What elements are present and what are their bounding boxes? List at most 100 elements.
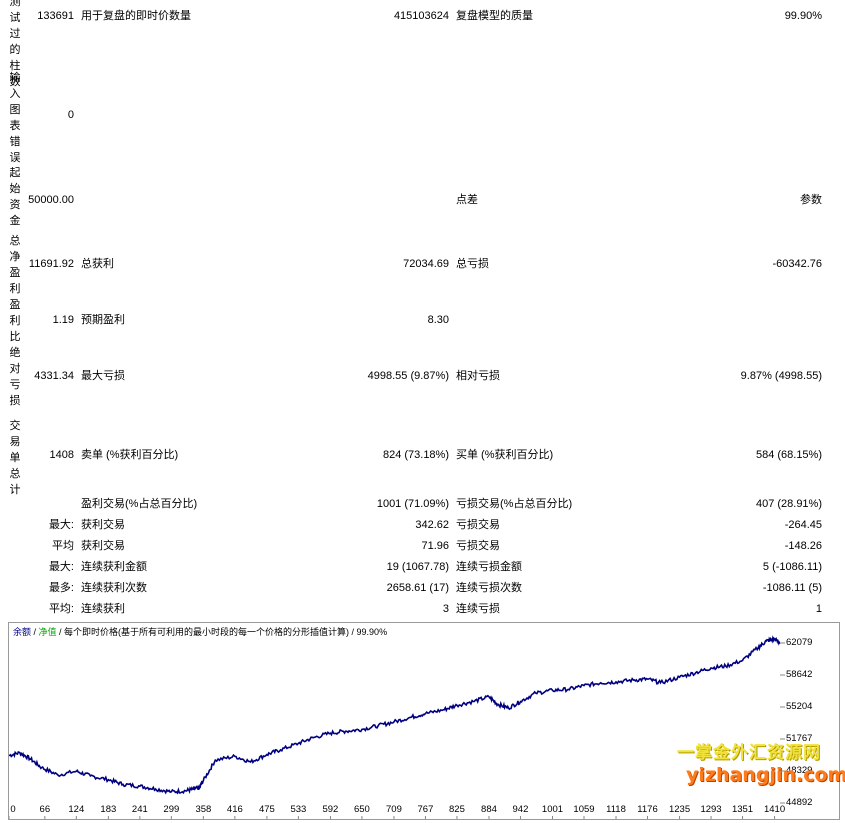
x-tick-label: 767 xyxy=(417,804,434,815)
side-label-total-net-profit: 总净盈利 xyxy=(9,235,21,295)
max-drawdown-label: 最大亏损 xyxy=(81,370,125,382)
largest-profit-trade-value: 342.62 xyxy=(415,519,449,531)
legend-equity: 净值 xyxy=(38,627,57,637)
x-tick-label: 1176 xyxy=(637,804,658,815)
average-consecutive-losses-label: 连续亏损 xyxy=(456,603,500,615)
average-consecutive-prefix: 平均: xyxy=(48,603,74,615)
x-tick-label: 1001 xyxy=(541,804,564,815)
side-label-initial-deposit: 起始资金 xyxy=(9,167,21,227)
max-drawdown-value: 4998.55 (9.87%) xyxy=(367,370,449,382)
maximum-prefix: 最大: xyxy=(48,561,74,573)
x-tick-label: 650 xyxy=(353,804,370,815)
maximal-consecutive-loss-label: 连续亏损次数 xyxy=(456,582,522,594)
profit-trades-value: 1001 (71.09%) xyxy=(376,498,449,510)
legend-description: / 每个即时价格(基于所有可利用的最小时段的每一个价格的分形插值计算) / 99… xyxy=(56,627,388,637)
x-tick-label: 1410 xyxy=(763,804,786,815)
profit-trades-label: 盈利交易(%占总百分比) xyxy=(81,498,198,510)
average-profit-trade-label: 获利交易 xyxy=(81,540,125,552)
largest-profit-trade-label: 获利交易 xyxy=(81,519,125,531)
watermark-site-url: yizhangjin.com xyxy=(686,764,845,786)
max-consecutive-wins-value: 19 (1067.78) xyxy=(386,561,449,573)
x-tick-label: 66 xyxy=(39,804,51,815)
short-positions-value: 824 (73.18%) xyxy=(382,449,449,461)
x-tick-label: 475 xyxy=(258,804,275,815)
y-tick-label: 44892 xyxy=(786,797,813,808)
long-positions-value: 584 (68.15%) xyxy=(755,449,822,461)
x-tick-label: 709 xyxy=(386,804,402,815)
bars-tested-value: 133691 xyxy=(37,10,74,22)
average-consecutive-wins-value: 3 xyxy=(442,603,449,615)
x-tick-label: 1118 xyxy=(606,804,626,815)
chart-legend: 余额 / 净值 / 每个即时价格(基于所有可利用的最小时段的每一个价格的分形插值… xyxy=(13,626,387,638)
x-tick-label: 1059 xyxy=(573,804,595,815)
x-tick-label: 1293 xyxy=(700,804,722,815)
y-tick-label: 48329 xyxy=(786,765,813,776)
total-net-profit-value: 11691.92 xyxy=(28,258,74,270)
x-tick-label: 241 xyxy=(131,804,148,815)
x-tick-label: 942 xyxy=(512,804,529,815)
max-consecutive-wins-label: 连续获利金额 xyxy=(81,561,147,573)
average-loss-trade-value: -148.26 xyxy=(784,540,822,552)
x-tick-label: 183 xyxy=(100,804,117,815)
maximal-consecutive-profit-value: 2658.61 (17) xyxy=(386,582,449,594)
side-label-total-trades: 交易单总计 xyxy=(9,420,21,496)
gross-profit-label: 总获利 xyxy=(81,258,114,270)
balance-chart: 余额 / 净值 / 每个即时价格(基于所有可利用的最小时段的每一个价格的分形插值… xyxy=(8,622,840,820)
y-tick-label: 62079 xyxy=(786,637,813,648)
relative-drawdown-label: 相对亏损 xyxy=(456,370,500,382)
side-label-abs-drawdown: 绝对亏损 xyxy=(9,347,21,407)
initial-deposit-value: 50000.00 xyxy=(28,194,74,206)
x-tick-label: 416 xyxy=(226,804,243,815)
y-tick-label: 51767 xyxy=(786,732,813,744)
side-label-bars-tested: 测试过的柱数 xyxy=(9,0,21,88)
side-label-profit-factor: 盈利比 xyxy=(9,299,21,343)
x-tick-label: 0 xyxy=(10,804,16,815)
ticks-modelled-value: 415103624 xyxy=(393,10,449,22)
average-consecutive-losses-value: 1 xyxy=(815,603,822,615)
side-label-mismatch-errors: 输入图表错误 xyxy=(9,72,21,164)
x-tick-label: 533 xyxy=(290,804,307,815)
profit-factor-value: 1.19 xyxy=(52,314,74,326)
average-consecutive-wins-label: 连续获利 xyxy=(81,603,125,615)
x-tick-label: 592 xyxy=(322,804,339,815)
x-tick-label: 1235 xyxy=(668,804,691,815)
largest-prefix: 最大: xyxy=(48,519,74,531)
legend-separator: / xyxy=(31,627,39,637)
loss-trades-value: 407 (28.91%) xyxy=(755,498,822,510)
largest-loss-trade-value: -264.45 xyxy=(784,519,822,531)
y-tick-label: 58642 xyxy=(786,668,813,680)
x-tick-label: 1351 xyxy=(731,804,754,815)
max-consecutive-losses-label: 连续亏损金额 xyxy=(456,561,522,573)
spread-label: 点差 xyxy=(456,194,478,206)
watermark-site-name: 一掌金外汇资源网 xyxy=(677,743,821,763)
average-prefix: 平均 xyxy=(52,540,74,552)
maximal-consecutive-loss-value: -1086.11 (5) xyxy=(762,582,822,594)
maximal-prefix: 最多: xyxy=(48,582,74,594)
mismatch-errors-value: 0 xyxy=(67,109,74,121)
max-consecutive-losses-value: 5 (-1086.11) xyxy=(762,561,822,573)
legend-balance: 余额 xyxy=(13,627,32,637)
modelling-quality-label: 复盘模型的质量 xyxy=(456,10,533,22)
chart-plot-area xyxy=(9,635,785,819)
y-tick-label: 55204 xyxy=(786,701,813,712)
long-positions-label: 买单 (%获利百分比) xyxy=(456,449,554,461)
x-tick-label: 884 xyxy=(481,804,497,815)
loss-trades-label: 亏损交易(%占总百分比) xyxy=(456,498,573,510)
balance-series-line xyxy=(9,635,781,795)
expected-payoff-value: 8.30 xyxy=(427,314,449,326)
x-tick-label: 299 xyxy=(163,804,180,815)
total-trades-value: 1408 xyxy=(49,449,74,461)
ticks-modelled-label: 用于复盘的即时价数量 xyxy=(81,10,191,22)
parameters-label: 参数 xyxy=(800,194,822,206)
gross-loss-label: 总亏损 xyxy=(456,258,489,270)
gross-profit-value: 72034.69 xyxy=(403,258,449,270)
maximal-consecutive-profit-label: 连续获利次数 xyxy=(81,582,147,594)
relative-drawdown-value: 9.87% (4998.55) xyxy=(740,370,822,382)
average-profit-trade-value: 71.96 xyxy=(421,540,449,552)
x-tick-label: 358 xyxy=(195,804,212,815)
modelling-quality-value: 99.90% xyxy=(784,10,822,22)
x-tick-label: 124 xyxy=(68,804,85,815)
x-tick-label: 825 xyxy=(449,804,465,815)
gross-loss-value: -60342.76 xyxy=(772,258,822,270)
short-positions-label: 卖单 (%获利百分比) xyxy=(81,449,179,461)
